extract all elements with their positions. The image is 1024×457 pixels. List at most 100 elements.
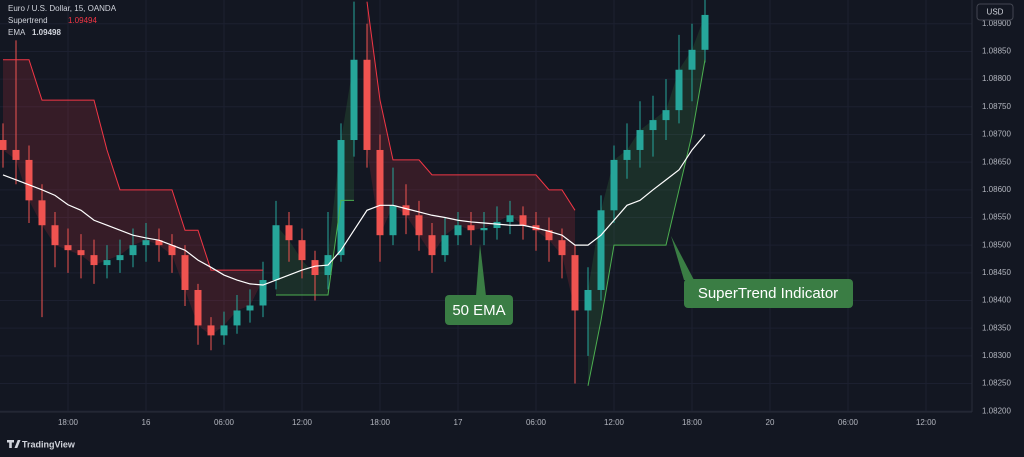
candle-body	[675, 69, 683, 111]
candle-body	[584, 289, 592, 311]
x-tick-label: 18:00	[58, 418, 79, 427]
candle-body	[181, 255, 189, 290]
y-tick-label: 1.08300	[982, 351, 1011, 360]
candle-body	[64, 245, 72, 251]
candle-body	[259, 280, 267, 306]
y-tick-label: 1.08400	[982, 296, 1011, 305]
candle-body	[545, 230, 553, 241]
candle-body	[298, 240, 306, 261]
candle-body	[623, 149, 631, 160]
x-tick-label: 16	[142, 418, 151, 427]
y-tick-label: 1.08200	[982, 406, 1011, 415]
x-tick-label: 06:00	[838, 418, 859, 427]
candle-body	[376, 149, 384, 236]
legend-value: 1.09494	[68, 16, 97, 25]
candle-body	[207, 325, 215, 336]
legend-label: EMA	[8, 28, 26, 37]
y-tick-label: 1.08900	[982, 19, 1011, 28]
candle-body	[480, 228, 488, 231]
trend-fill	[276, 59, 354, 295]
supertrend-line	[3, 1, 576, 271]
annotation: SuperTrend Indicator	[698, 285, 838, 302]
candle-body	[311, 260, 319, 276]
x-tick-label: 06:00	[214, 418, 235, 427]
candle-body	[142, 240, 150, 246]
y-tick-label: 1.08850	[982, 47, 1011, 56]
candle-body	[0, 140, 7, 150]
annotation: 50 EMA	[452, 302, 505, 319]
x-tick-label: 12:00	[292, 418, 313, 427]
candle-body	[129, 245, 137, 256]
trend-fill	[3, 59, 263, 336]
candle-body	[77, 250, 85, 256]
candle-body	[233, 310, 241, 326]
candle-body	[506, 215, 514, 222]
y-tick-label: 1.08500	[982, 240, 1011, 249]
candle-body	[246, 305, 254, 311]
candle-body	[90, 255, 98, 266]
candle-body	[701, 14, 709, 50]
candle-body	[558, 240, 566, 256]
x-tick-label: 12:00	[604, 418, 625, 427]
candle-body	[363, 59, 371, 150]
candle-body	[168, 245, 176, 256]
watermark: TradingView	[22, 439, 76, 449]
y-tick-label: 1.08800	[982, 74, 1011, 83]
candle-body	[12, 149, 20, 160]
y-tick-label: 1.08450	[982, 268, 1011, 277]
y-tick-label: 1.08700	[982, 130, 1011, 139]
y-tick-label: 1.08650	[982, 157, 1011, 166]
candle-body	[493, 221, 501, 229]
y-tick-label: 1.08600	[982, 185, 1011, 194]
candle-body	[25, 159, 33, 201]
candle-body	[441, 235, 449, 256]
candle-body	[272, 225, 280, 281]
currency-label[interactable]: USD	[987, 8, 1004, 17]
candle-body	[571, 255, 579, 311]
ema-line	[2, 134, 706, 286]
candle-body	[415, 215, 423, 236]
logo	[7, 440, 21, 448]
candle-body	[103, 260, 111, 266]
candle-body	[688, 49, 696, 70]
axes: 1.08200 1.08250 1.08300 1.08350 1.08400 1.084…	[58, 19, 1011, 427]
candle-body	[402, 205, 410, 216]
candle-body	[454, 225, 462, 236]
x-tick-label: 17	[454, 418, 463, 427]
candle-body	[389, 205, 397, 236]
candle-body	[597, 210, 605, 290]
y-tick-label: 1.08250	[982, 379, 1011, 388]
candle-body	[155, 240, 163, 246]
candle-body	[116, 255, 124, 261]
candle-body	[636, 130, 644, 150]
annotation-pointer	[671, 236, 694, 280]
annotation-box	[684, 279, 853, 308]
candle-body	[38, 200, 46, 226]
candle-body	[519, 215, 527, 226]
x-tick-label: 18:00	[370, 418, 391, 427]
candle-body	[649, 120, 657, 131]
plot-area	[0, 0, 972, 412]
candle-body	[51, 225, 59, 246]
y-tick-label: 1.08350	[982, 323, 1011, 332]
candle-body	[467, 225, 475, 231]
x-tick-label: 06:00	[526, 418, 547, 427]
candle-body	[610, 159, 618, 211]
candle-body	[285, 225, 293, 241]
currency-button[interactable]	[976, 3, 1014, 21]
candle-body	[662, 110, 670, 121]
candle-body	[428, 235, 436, 256]
legend-value: 1.09498	[32, 28, 61, 37]
x-tick-label: 20	[766, 418, 775, 427]
candle-body	[337, 140, 345, 256]
annotation-pointer	[476, 244, 486, 296]
candle-body	[220, 325, 228, 336]
candle-body	[194, 289, 202, 326]
supertrend-line	[276, 59, 706, 386]
candle-body	[350, 59, 358, 141]
y-tick-label: 1.08550	[982, 213, 1011, 222]
chart-title: Euro / U.S. Dollar, 15, OANDA	[8, 4, 117, 13]
x-tick-label: 18:00	[682, 418, 703, 427]
legend-label: Supertrend	[8, 16, 48, 25]
